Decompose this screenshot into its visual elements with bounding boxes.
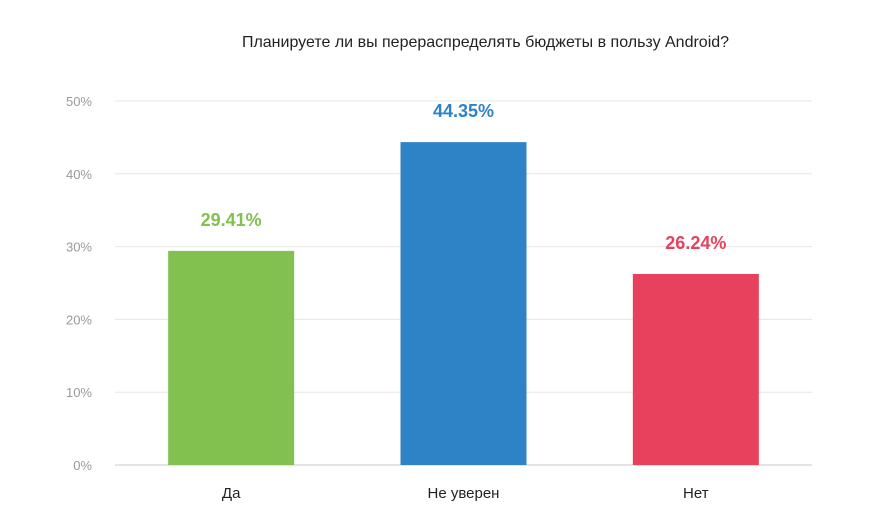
data-label: 29.41% bbox=[201, 210, 262, 230]
bar bbox=[632, 273, 759, 465]
chart-title: Планируете ли вы перераспределять бюджет… bbox=[241, 34, 730, 51]
bar bbox=[168, 250, 295, 465]
y-tick-label: 20% bbox=[66, 312, 92, 327]
x-tick-label: Да bbox=[222, 485, 241, 502]
x-axis-ticks: Да Не уверен Нет bbox=[222, 485, 709, 502]
bar bbox=[400, 142, 527, 465]
bars bbox=[168, 142, 759, 465]
y-tick-label: 0% bbox=[73, 458, 92, 473]
data-label: 44.35% bbox=[433, 101, 494, 121]
y-tick-label: 10% bbox=[66, 385, 92, 400]
data-labels: 29.41% 44.35% 26.24% bbox=[201, 101, 727, 253]
x-tick-label: Не уверен bbox=[428, 485, 500, 502]
data-label: 26.24% bbox=[665, 233, 726, 253]
y-tick-label: 40% bbox=[66, 167, 92, 182]
y-tick-label: 30% bbox=[66, 240, 92, 255]
y-tick-label: 50% bbox=[66, 94, 92, 109]
x-tick-label: Нет bbox=[683, 485, 709, 502]
y-axis-ticks: 0% 10% 20% 30% 40% 50% bbox=[66, 94, 92, 473]
